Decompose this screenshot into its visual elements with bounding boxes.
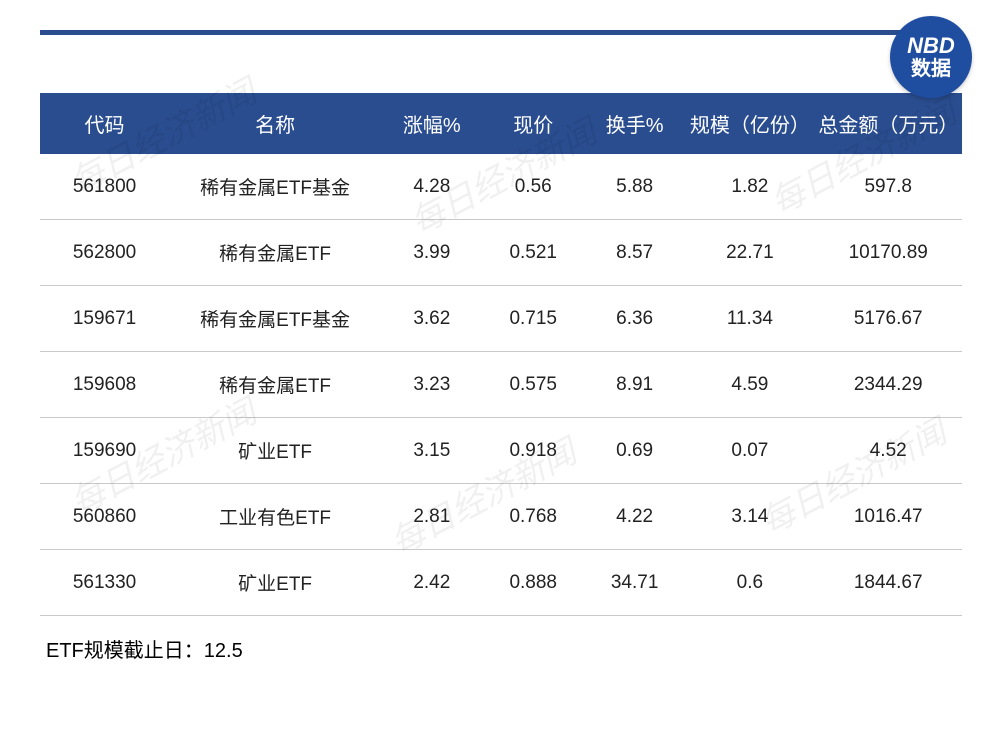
cell-r1-c3: 0.521 (483, 220, 584, 286)
col-header-3: 现价 (483, 93, 584, 154)
cell-r0-c1: 稀有金属ETF基金 (169, 154, 381, 220)
cell-r5-c1: 工业有色ETF (169, 484, 381, 550)
col-header-2: 涨幅% (381, 93, 482, 154)
cell-r6-c1: 矿业ETF (169, 550, 381, 616)
cell-r4-c0: 159690 (40, 418, 169, 484)
cell-r6-c2: 2.42 (381, 550, 482, 616)
cell-r6-c3: 0.888 (483, 550, 584, 616)
cell-r2-c2: 3.62 (381, 286, 482, 352)
logo-line-1: NBD (907, 34, 955, 58)
cell-r3-c6: 2344.29 (814, 352, 962, 418)
cell-r0-c6: 597.8 (814, 154, 962, 220)
nbd-logo-badge: NBD 数据 (890, 16, 972, 98)
cell-r4-c1: 矿业ETF (169, 418, 381, 484)
cell-r0-c2: 4.28 (381, 154, 482, 220)
cell-r0-c3: 0.56 (483, 154, 584, 220)
cell-r5-c0: 560860 (40, 484, 169, 550)
etf-table-wrap: 代码名称涨幅%现价换手%规模（亿份）总金额（万元） 561800稀有金属ETF基… (40, 93, 962, 616)
logo-line-2: 数据 (911, 58, 951, 80)
cell-r4-c4: 0.69 (584, 418, 685, 484)
etf-table: 代码名称涨幅%现价换手%规模（亿份）总金额（万元） 561800稀有金属ETF基… (40, 93, 962, 616)
cell-r3-c5: 4.59 (685, 352, 814, 418)
cell-r1-c6: 10170.89 (814, 220, 962, 286)
cell-r3-c1: 稀有金属ETF (169, 352, 381, 418)
cell-r2-c6: 5176.67 (814, 286, 962, 352)
cell-r6-c0: 561330 (40, 550, 169, 616)
col-header-6: 总金额（万元） (814, 93, 962, 154)
cell-r3-c3: 0.575 (483, 352, 584, 418)
cell-r4-c5: 0.07 (685, 418, 814, 484)
cell-r3-c0: 159608 (40, 352, 169, 418)
col-header-1: 名称 (169, 93, 381, 154)
cell-r5-c3: 0.768 (483, 484, 584, 550)
cell-r4-c2: 3.15 (381, 418, 482, 484)
cell-r4-c3: 0.918 (483, 418, 584, 484)
cell-r1-c2: 3.99 (381, 220, 482, 286)
table-row: 159690矿业ETF3.150.9180.690.074.52 (40, 418, 962, 484)
cell-r2-c1: 稀有金属ETF基金 (169, 286, 381, 352)
cell-r3-c4: 8.91 (584, 352, 685, 418)
cell-r3-c2: 3.23 (381, 352, 482, 418)
cell-r5-c5: 3.14 (685, 484, 814, 550)
cell-r1-c4: 8.57 (584, 220, 685, 286)
cell-r4-c6: 4.52 (814, 418, 962, 484)
col-header-5: 规模（亿份） (685, 93, 814, 154)
col-header-0: 代码 (40, 93, 169, 154)
cell-r5-c4: 4.22 (584, 484, 685, 550)
table-row: 560860工业有色ETF2.810.7684.223.141016.47 (40, 484, 962, 550)
table-header: 代码名称涨幅%现价换手%规模（亿份）总金额（万元） (40, 93, 962, 154)
cell-r6-c6: 1844.67 (814, 550, 962, 616)
top-rule (40, 30, 962, 35)
col-header-4: 换手% (584, 93, 685, 154)
cell-r1-c1: 稀有金属ETF (169, 220, 381, 286)
table-row: 561800稀有金属ETF基金4.280.565.881.82597.8 (40, 154, 962, 220)
cell-r0-c4: 5.88 (584, 154, 685, 220)
cell-r5-c2: 2.81 (381, 484, 482, 550)
cell-r2-c4: 6.36 (584, 286, 685, 352)
cell-r0-c0: 561800 (40, 154, 169, 220)
cell-r2-c5: 11.34 (685, 286, 814, 352)
cell-r5-c6: 1016.47 (814, 484, 962, 550)
cell-r0-c5: 1.82 (685, 154, 814, 220)
cell-r2-c3: 0.715 (483, 286, 584, 352)
cell-r6-c5: 0.6 (685, 550, 814, 616)
cell-r2-c0: 159671 (40, 286, 169, 352)
table-row: 562800稀有金属ETF3.990.5218.5722.7110170.89 (40, 220, 962, 286)
table-row: 159671稀有金属ETF基金3.620.7156.3611.345176.67 (40, 286, 962, 352)
table-body: 561800稀有金属ETF基金4.280.565.881.82597.85628… (40, 154, 962, 616)
cell-r6-c4: 34.71 (584, 550, 685, 616)
footer-note: ETF规模截止日：12.5 (40, 634, 962, 663)
cell-r1-c0: 562800 (40, 220, 169, 286)
table-row: 159608稀有金属ETF3.230.5758.914.592344.29 (40, 352, 962, 418)
cell-r1-c5: 22.71 (685, 220, 814, 286)
table-row: 561330矿业ETF2.420.88834.710.61844.67 (40, 550, 962, 616)
